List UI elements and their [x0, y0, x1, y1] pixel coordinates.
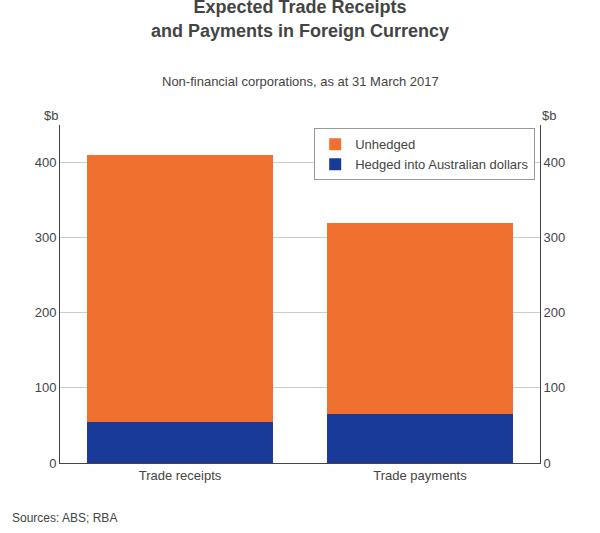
svg-text:100: 100 — [35, 380, 57, 395]
svg-text:300: 300 — [544, 230, 566, 245]
svg-text:400: 400 — [544, 155, 566, 170]
svg-text:Hedged into Australian dollars: Hedged into Australian dollars — [355, 157, 528, 172]
svg-text:Non-financial corporations, as: Non-financial corporations, as at 31 Mar… — [162, 74, 439, 89]
svg-text:Sources: ABS; RBA: Sources: ABS; RBA — [12, 511, 117, 525]
svg-text:$b: $b — [44, 108, 58, 123]
svg-text:Unhedged: Unhedged — [355, 137, 415, 152]
svg-text:0: 0 — [544, 456, 551, 471]
svg-text:300: 300 — [35, 230, 57, 245]
svg-text:200: 200 — [544, 305, 566, 320]
svg-text:400: 400 — [35, 155, 57, 170]
svg-text:100: 100 — [544, 380, 566, 395]
svg-text:Trade payments: Trade payments — [373, 468, 467, 483]
svg-text:Expected Trade Receiptsand Pay: Expected Trade Receiptsand Payments in F… — [151, 0, 449, 41]
svg-text:0: 0 — [49, 456, 56, 471]
svg-text:$b: $b — [542, 108, 556, 123]
svg-text:Trade receipts: Trade receipts — [139, 468, 222, 483]
svg-text:200: 200 — [35, 305, 57, 320]
